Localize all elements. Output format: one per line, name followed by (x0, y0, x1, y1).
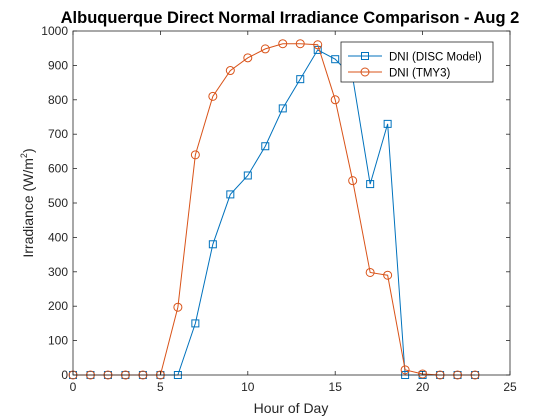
data-point-tmy3 (208, 91, 218, 101)
plot-area (73, 31, 510, 375)
legend-box (340, 41, 494, 83)
y-tick-label: 800 (48, 93, 68, 107)
x-axis-label: Hour of Day (254, 400, 329, 416)
data-point-disc (226, 190, 235, 199)
data-point-tmy3 (330, 95, 340, 105)
y-tick-label: 300 (48, 265, 68, 279)
data-point-disc (296, 75, 305, 84)
data-point-tmy3 (365, 267, 375, 277)
data-point-disc (243, 171, 252, 180)
axes-layer: 0 5 10 15 20 25 0 100 200 300 400 500 600 700 800 900 10… (41, 24, 517, 394)
data-point-tmy3 (278, 39, 288, 49)
data-point-disc (278, 104, 287, 113)
x-tick-label: 10 (241, 380, 255, 394)
legend: DNI (DISC Model) DNI (TMY3) (340, 41, 494, 83)
y-axis-label-main: Irradiance (W/m (20, 158, 36, 258)
y-tick-label: 400 (48, 230, 68, 244)
y-tick-label: 500 (48, 196, 68, 210)
y-axis-label-close: ) (20, 148, 36, 153)
data-point-disc (261, 142, 270, 151)
chart-title: Albuquerque Direct Normal Irradiance Com… (61, 9, 520, 27)
data-point-disc (313, 45, 322, 54)
x-tick-label: 20 (416, 380, 430, 394)
y-axis-label: Irradiance (W/m2) (19, 148, 36, 257)
data-point-tmy3 (190, 150, 200, 160)
y-tick-label: 1000 (41, 24, 68, 38)
legend-marker-square (361, 52, 369, 60)
legend-marker-circle (360, 67, 370, 77)
data-point-disc (331, 55, 340, 64)
data-point-tmy3 (400, 365, 410, 375)
data-point-tmy3 (348, 176, 358, 186)
data-point-tmy3 (260, 44, 270, 54)
data-point-disc (208, 240, 217, 249)
data-point-tmy3 (243, 53, 253, 63)
y-axis-label-superscript: 2 (19, 153, 29, 158)
legend-label-disc: DNI (DISC Model) (389, 52, 482, 64)
x-tick-label: 15 (329, 380, 343, 394)
data-point-tmy3 (383, 270, 393, 280)
data-point-tmy3 (173, 302, 183, 312)
x-tick-label: 25 (503, 380, 517, 394)
y-tick-label: 100 (48, 334, 68, 348)
legend-label-tmy3: DNI (TMY3) (389, 68, 451, 80)
data-point-disc (383, 119, 392, 128)
data-point-tmy3 (295, 39, 305, 49)
y-tick-label: 700 (48, 127, 68, 141)
data-point-tmy3 (313, 40, 323, 50)
y-tick-label: 200 (48, 299, 68, 313)
y-tick-label: 900 (48, 58, 68, 72)
y-tick-label: 0 (61, 368, 68, 382)
data-point-tmy3 (225, 66, 235, 76)
data-point-tmy3 (418, 369, 428, 379)
x-tick-label: 0 (70, 380, 77, 394)
data-point-disc (191, 319, 200, 328)
y-tick-label: 600 (48, 162, 68, 176)
data-point-disc (366, 180, 375, 189)
x-tick-label: 5 (157, 380, 164, 394)
